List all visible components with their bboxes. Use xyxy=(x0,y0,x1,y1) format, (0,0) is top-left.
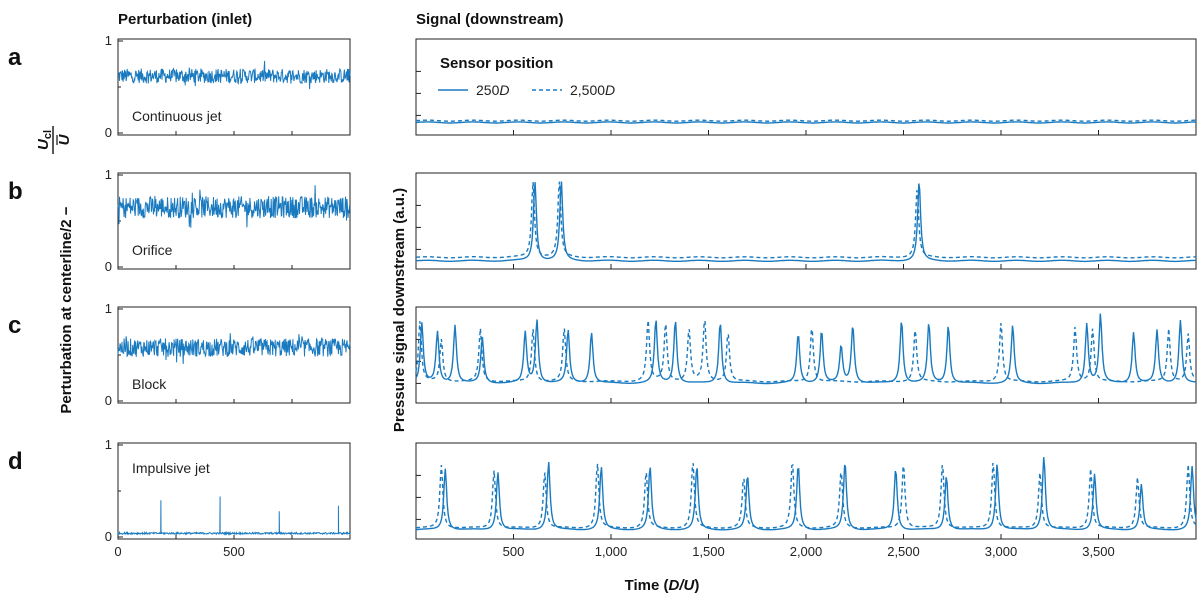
panel-annotation-d: Impulsive jet xyxy=(132,460,210,476)
plot-layer: a 0 1 Continuous jet b 0 1 Orifice c 0 1 Block d 0 1 Im… xyxy=(8,33,1197,559)
left-xtick-label: 0 xyxy=(114,544,121,559)
right-frame-c xyxy=(415,306,1197,404)
left-series-c xyxy=(117,333,351,365)
right-series-solid-b xyxy=(415,181,1197,263)
ylabel-fraction-denominator: U xyxy=(56,133,73,145)
right-xtick-label: 500 xyxy=(503,544,525,559)
left-ytick-label-b: 0 xyxy=(105,259,112,274)
panel-annotation-c: Block xyxy=(132,376,167,392)
legend-title: Sensor position xyxy=(440,55,553,72)
left-ytick-label-b: 1 xyxy=(105,167,112,182)
left-ytick-label-d: 1 xyxy=(105,437,112,452)
left-xtick-label: 500 xyxy=(223,544,245,559)
left-ytick-label-d: 0 xyxy=(105,529,112,544)
right-frame-a xyxy=(415,38,1197,136)
ylabel-fraction-numerator: Ucl xyxy=(35,130,54,150)
panel-letter-a: a xyxy=(8,44,22,71)
ylabel-fraction: Ucl U xyxy=(35,126,73,154)
right-xtick-label: 2,500 xyxy=(887,544,920,559)
right-xtick-label: 2,000 xyxy=(790,544,823,559)
right-series-dashed-b xyxy=(415,181,1196,259)
right-frame-d xyxy=(415,442,1197,540)
panel-letter-c: c xyxy=(8,312,21,339)
panel-letter-b: b xyxy=(8,178,23,205)
left-column-title: Perturbation (inlet) xyxy=(118,11,252,28)
left-series-d xyxy=(117,496,351,536)
panel-annotation-a: Continuous jet xyxy=(132,108,222,124)
right-xtick-label: 1,500 xyxy=(692,544,725,559)
left-ytick-label-a: 1 xyxy=(105,33,112,48)
right-series-solid-d xyxy=(415,457,1197,531)
right-ylabel: Pressure signal downstream (a.u.) xyxy=(391,188,408,432)
right-xtick-label: 3,500 xyxy=(1082,544,1115,559)
right-series-dashed-d xyxy=(415,462,1197,529)
right-series-dashed-a xyxy=(415,119,1196,122)
left-series-b xyxy=(117,185,351,228)
right-series-solid-c xyxy=(415,313,1197,385)
left-ytick-label-c: 0 xyxy=(105,393,112,408)
legend-entry-dashed: 2,500D xyxy=(570,82,615,98)
left-frame-d xyxy=(117,442,351,540)
right-series-solid-a xyxy=(416,121,1197,124)
legend-entry-solid: 250D xyxy=(476,82,509,98)
left-ylabel: Perturbation at centerline/2 − xyxy=(58,206,75,413)
right-series-dashed-c xyxy=(415,320,1197,383)
panel-letter-d: d xyxy=(8,448,23,475)
panel-annotation-b: Orifice xyxy=(132,242,173,258)
right-xtick-label: 3,000 xyxy=(985,544,1018,559)
left-ytick-label-a: 0 xyxy=(105,125,112,140)
right-xtick-label: 1,000 xyxy=(595,544,628,559)
right-column-title: Signal (downstream) xyxy=(416,11,564,28)
left-series-a xyxy=(117,60,351,90)
left-ytick-label-c: 1 xyxy=(105,301,112,316)
right-xlabel: Time (D/U) xyxy=(625,577,700,594)
